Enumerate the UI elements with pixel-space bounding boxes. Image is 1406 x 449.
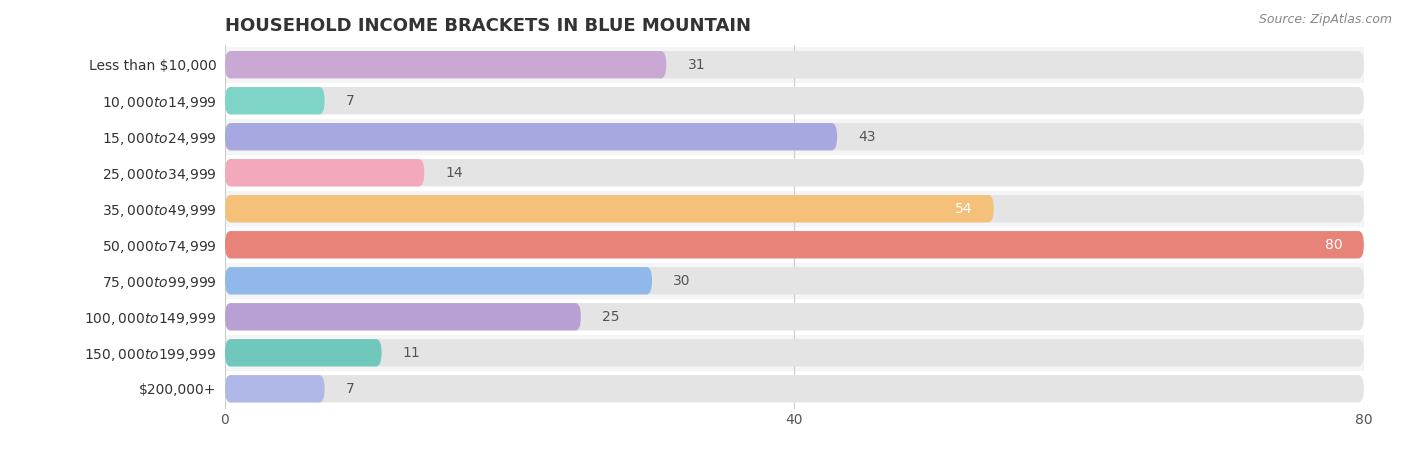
- FancyBboxPatch shape: [225, 123, 1364, 150]
- Bar: [225, 371, 1364, 407]
- FancyBboxPatch shape: [225, 195, 1364, 222]
- FancyBboxPatch shape: [225, 231, 1364, 259]
- Text: 31: 31: [688, 58, 706, 72]
- Bar: [225, 263, 1364, 299]
- FancyBboxPatch shape: [225, 375, 1364, 402]
- FancyBboxPatch shape: [225, 51, 666, 79]
- Text: 7: 7: [346, 94, 354, 108]
- FancyBboxPatch shape: [225, 87, 325, 114]
- Bar: [225, 299, 1364, 335]
- Bar: [225, 83, 1364, 119]
- Text: 80: 80: [1324, 238, 1343, 252]
- Bar: [225, 47, 1364, 83]
- Bar: [225, 335, 1364, 371]
- FancyBboxPatch shape: [225, 303, 1364, 330]
- Bar: [225, 119, 1364, 155]
- Text: 7: 7: [346, 382, 354, 396]
- Text: 43: 43: [859, 130, 876, 144]
- Text: 14: 14: [446, 166, 463, 180]
- Text: 54: 54: [955, 202, 973, 216]
- FancyBboxPatch shape: [225, 339, 381, 366]
- FancyBboxPatch shape: [225, 375, 325, 402]
- Text: 25: 25: [602, 310, 620, 324]
- Text: 11: 11: [404, 346, 420, 360]
- Bar: [225, 191, 1364, 227]
- Text: 30: 30: [673, 274, 690, 288]
- Text: HOUSEHOLD INCOME BRACKETS IN BLUE MOUNTAIN: HOUSEHOLD INCOME BRACKETS IN BLUE MOUNTA…: [225, 17, 751, 35]
- FancyBboxPatch shape: [225, 195, 994, 222]
- FancyBboxPatch shape: [225, 267, 652, 295]
- Bar: [225, 155, 1364, 191]
- FancyBboxPatch shape: [225, 231, 1364, 259]
- FancyBboxPatch shape: [225, 159, 425, 186]
- FancyBboxPatch shape: [225, 123, 837, 150]
- FancyBboxPatch shape: [225, 303, 581, 330]
- FancyBboxPatch shape: [225, 51, 1364, 79]
- FancyBboxPatch shape: [225, 87, 1364, 114]
- Bar: [225, 227, 1364, 263]
- Text: Source: ZipAtlas.com: Source: ZipAtlas.com: [1258, 13, 1392, 26]
- FancyBboxPatch shape: [225, 267, 1364, 295]
- FancyBboxPatch shape: [225, 159, 1364, 186]
- FancyBboxPatch shape: [225, 339, 1364, 366]
